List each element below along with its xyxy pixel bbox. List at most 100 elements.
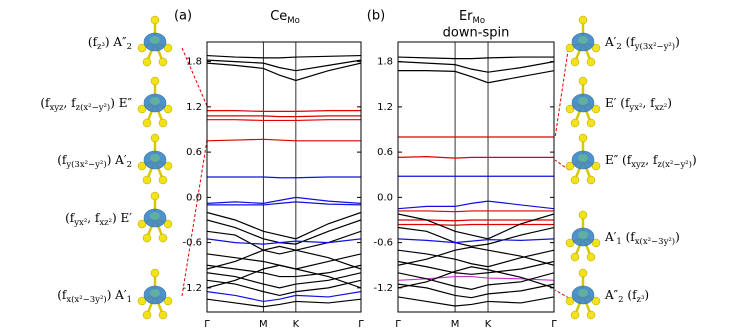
band-line bbox=[207, 264, 361, 278]
chart-subtitle: down-spin bbox=[443, 26, 510, 41]
y-tick-label: -0.6 bbox=[373, 238, 393, 249]
atom bbox=[565, 238, 575, 248]
text-part: , f bbox=[64, 96, 78, 110]
atom bbox=[150, 268, 160, 278]
band-line bbox=[398, 266, 554, 289]
band-line bbox=[207, 219, 361, 245]
structure-icon bbox=[565, 268, 601, 320]
text-part: ) E′ bbox=[112, 211, 132, 225]
atom bbox=[142, 310, 152, 320]
band-line bbox=[398, 260, 554, 275]
text-part: E′ (f bbox=[605, 96, 631, 110]
text-part: 2 bbox=[127, 42, 132, 52]
atom bbox=[565, 161, 575, 171]
x-tick-label: Γ bbox=[358, 319, 364, 330]
band-line bbox=[398, 200, 554, 210]
text-part: yx² bbox=[628, 103, 642, 113]
band-line bbox=[207, 115, 361, 118]
x-tick-label: K bbox=[485, 319, 492, 330]
panel-label: (b) bbox=[367, 9, 385, 24]
orbital-label: E″ (fxyz, fz(x²−y²)) bbox=[605, 153, 697, 170]
text-part: A′ bbox=[604, 230, 617, 244]
band-line bbox=[207, 54, 361, 59]
text-part: y(3x²−y²) bbox=[65, 159, 106, 170]
orbital-core bbox=[578, 231, 588, 239]
orbital-label: (fz³) A″2 bbox=[88, 35, 132, 52]
text-part: ) bbox=[675, 35, 680, 49]
text-part: 2 bbox=[127, 160, 132, 170]
orbital-label: (fxyz, fz(x²−y²)) E″ bbox=[40, 96, 132, 113]
band-line bbox=[207, 264, 361, 289]
orbital-label: A′2 (fy(3x²−y²)) bbox=[604, 35, 680, 52]
band-line bbox=[398, 156, 554, 159]
atom bbox=[158, 118, 168, 128]
orbital-label: (fyx², fxz²) E′ bbox=[65, 211, 132, 228]
orbital-core bbox=[578, 97, 588, 105]
x-tick-label: Γ bbox=[204, 319, 210, 330]
x-tick-label: M bbox=[259, 319, 268, 330]
atom bbox=[137, 104, 147, 114]
orbital-core bbox=[150, 154, 160, 162]
text-part: xyz bbox=[49, 103, 64, 113]
text-part: 1 bbox=[616, 237, 621, 247]
text-part: , f bbox=[642, 96, 656, 110]
text-part: z(x²−y²) bbox=[76, 102, 111, 113]
chart-title: ErMo bbox=[459, 9, 485, 26]
text-part: ) bbox=[692, 153, 697, 167]
connector bbox=[554, 43, 570, 139]
y-tick-label: -0.6 bbox=[182, 238, 202, 249]
text-part: x(x²−3y²) bbox=[635, 236, 675, 247]
atom bbox=[158, 310, 168, 320]
y-tick-label: 1.2 bbox=[186, 102, 202, 113]
text-part: ) A′ bbox=[107, 153, 127, 167]
atom bbox=[142, 233, 152, 243]
atom bbox=[158, 57, 168, 67]
text-part: A″ bbox=[604, 288, 619, 302]
orbital-label: A′1 (fx(x²−3y²)) bbox=[604, 230, 680, 247]
y-tick-label: 0.6 bbox=[377, 147, 393, 158]
structure-icon bbox=[565, 210, 601, 262]
orbital-core bbox=[150, 212, 160, 220]
structure-icon bbox=[137, 15, 173, 67]
text-part: xyz bbox=[631, 160, 646, 170]
band-line bbox=[207, 176, 361, 179]
orbital-core bbox=[150, 36, 160, 44]
atom bbox=[142, 175, 152, 185]
atom bbox=[565, 43, 575, 53]
atom bbox=[578, 15, 588, 25]
text-part: ) A′ bbox=[107, 288, 127, 302]
atom bbox=[150, 15, 160, 25]
band-line bbox=[398, 249, 554, 268]
x-tick-label: M bbox=[451, 319, 460, 330]
atom bbox=[570, 175, 580, 185]
structure-icon bbox=[137, 268, 173, 320]
atom bbox=[142, 57, 152, 67]
structure-icon bbox=[137, 76, 173, 128]
y-tick-label: 0.0 bbox=[377, 192, 393, 203]
atom bbox=[137, 219, 147, 229]
atom bbox=[578, 133, 588, 143]
band-line bbox=[207, 62, 361, 82]
band-line bbox=[207, 59, 361, 72]
y-tick-label: 1.2 bbox=[377, 102, 393, 113]
atom bbox=[578, 76, 588, 86]
atom bbox=[586, 252, 596, 262]
text-part: x(x²−3y²) bbox=[66, 294, 106, 305]
y-tick-label: 0.6 bbox=[186, 147, 202, 158]
text-part: z³ bbox=[637, 295, 645, 305]
atom bbox=[137, 296, 147, 306]
band-line bbox=[398, 213, 554, 240]
band-line bbox=[207, 119, 361, 122]
atom bbox=[158, 175, 168, 185]
atom bbox=[570, 252, 580, 262]
band-line bbox=[398, 272, 554, 290]
text-part: 1 bbox=[127, 295, 132, 305]
text-part: ) A″ bbox=[105, 35, 127, 49]
y-tick-label: 1.8 bbox=[377, 57, 393, 68]
plot-frame bbox=[206, 41, 362, 313]
x-tick-label: Γ bbox=[395, 319, 401, 330]
text-part: A′ bbox=[604, 35, 617, 49]
x-tick-label: Γ bbox=[551, 319, 557, 330]
atom bbox=[150, 133, 160, 143]
text-part: (f bbox=[57, 288, 68, 302]
